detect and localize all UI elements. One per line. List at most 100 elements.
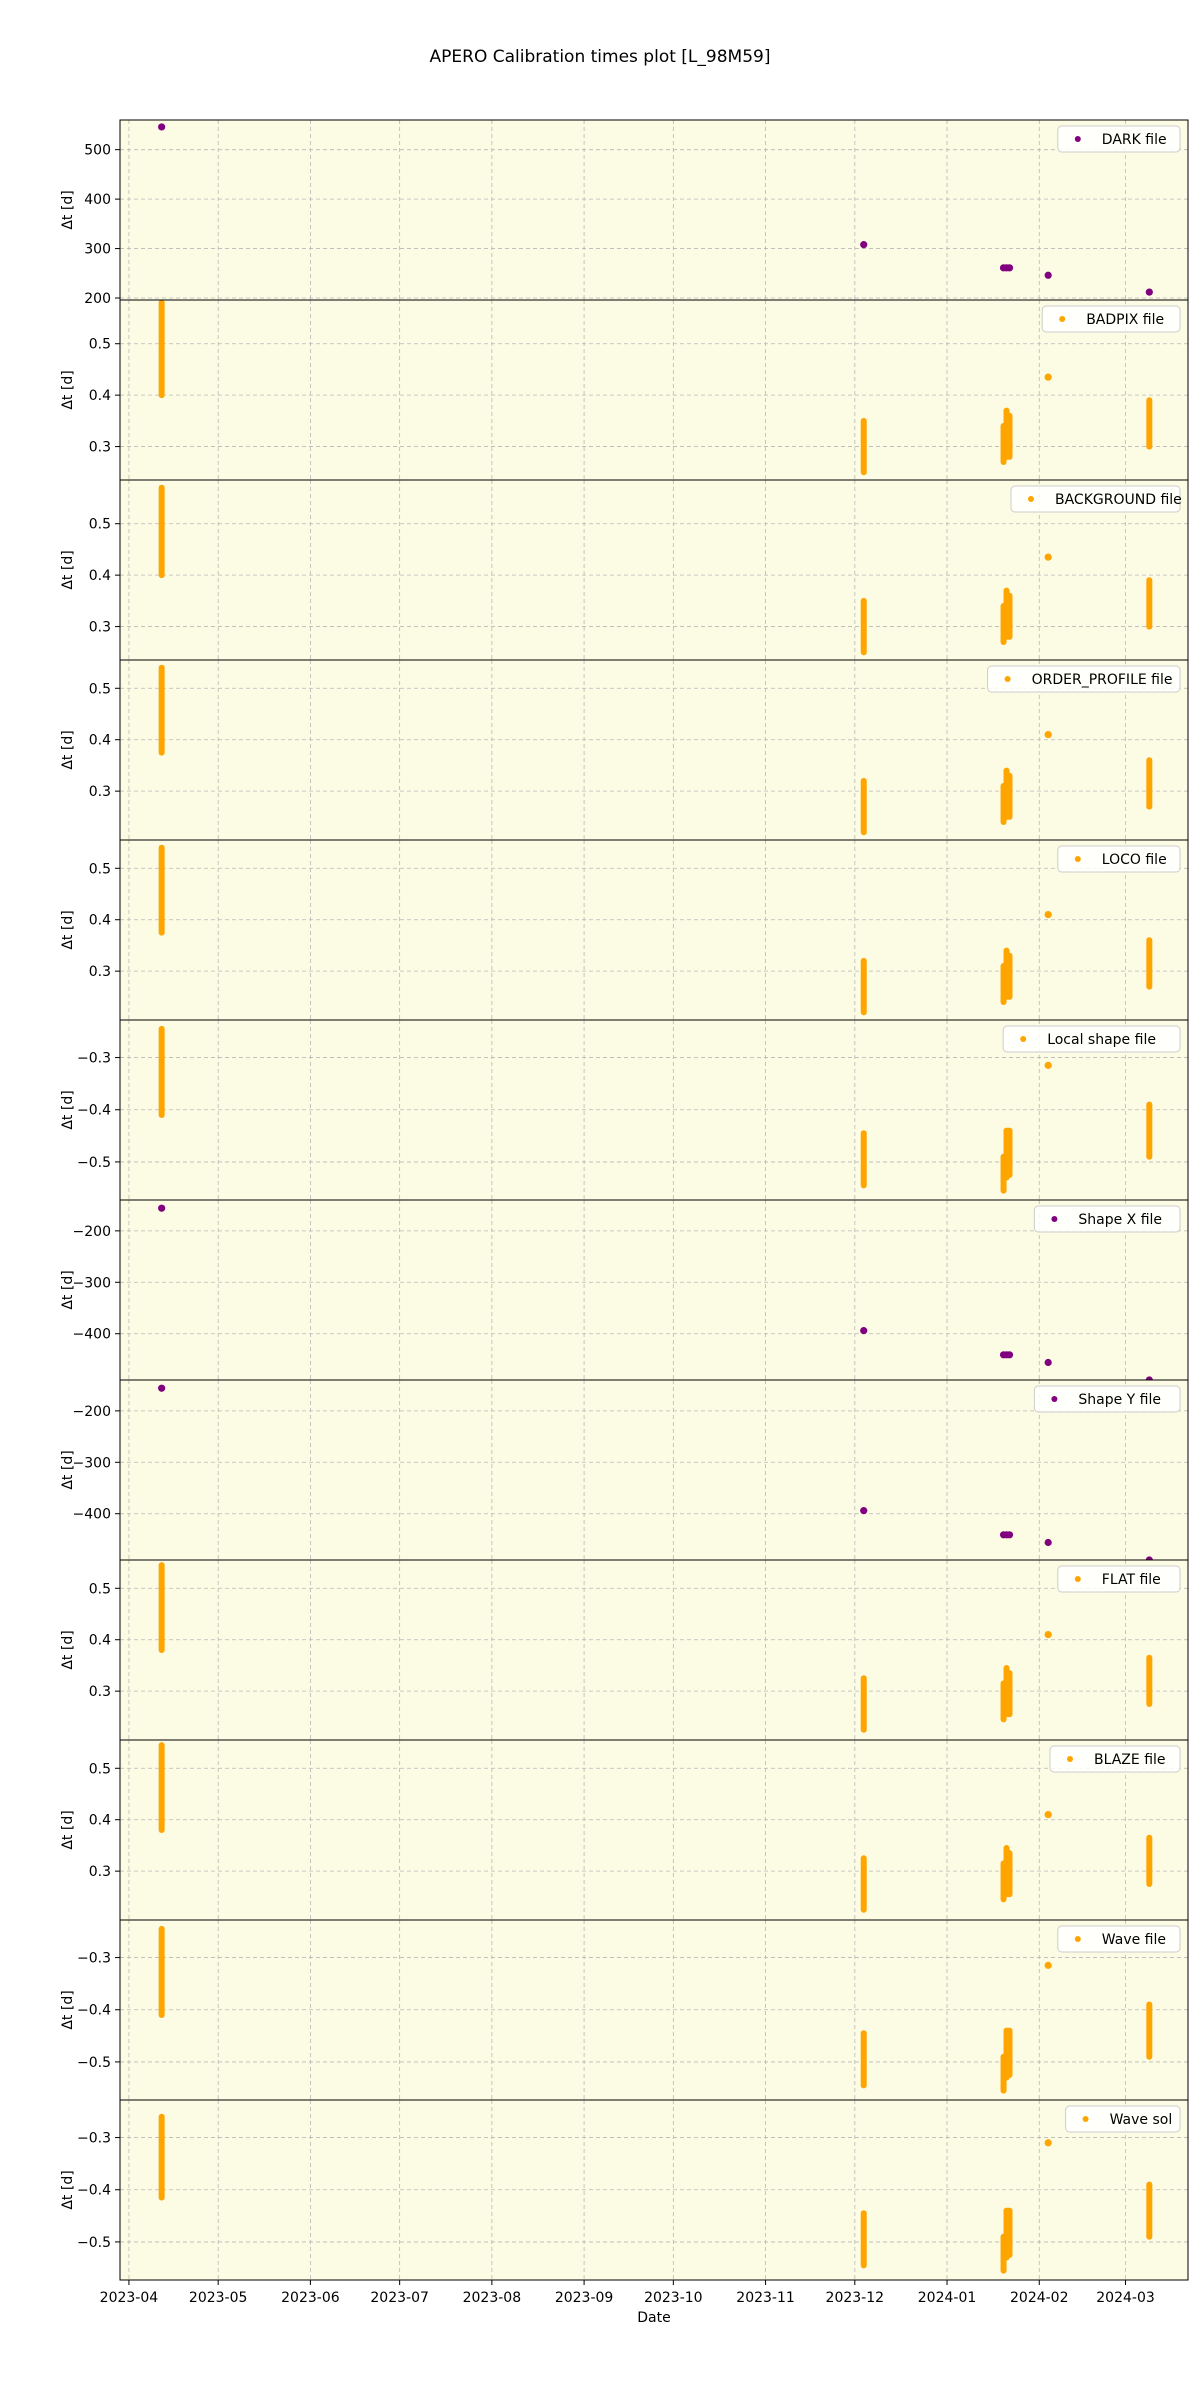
panel-0: 200 300 400 500 Δt [d] DARK file [60,119,1189,307]
y-tick-label: −0.3 [77,1951,111,1967]
data-point [158,1384,166,1392]
x-tick-label: 2023-07 [370,2290,429,2306]
y-tick-label: 0.4 [89,568,111,584]
x-tick-label: 2024-03 [1096,2290,1155,2306]
data-point [1044,1630,1052,1639]
y-tick-label: 0.4 [89,1633,111,1649]
legend-marker [1067,1756,1073,1762]
panel-background [120,300,1188,480]
data-point [1044,271,1052,279]
panel-9: 0.3 0.4 0.5 Δt [d] BLAZE file [60,1739,1189,1921]
y-tick-label: −300 [73,1455,111,1471]
x-tick-label: 2023-05 [189,2290,248,2306]
y-tick-label: −0.4 [77,2183,111,2199]
legend-label: DARK file [1102,132,1167,148]
y-axis-label: Δt [d] [60,190,76,229]
panel-background [120,120,1188,300]
data-point [1044,2139,1052,2147]
panel-background [120,1200,1188,1380]
y-tick-label: 0.5 [89,1581,111,1597]
y-tick-label: 0.5 [89,517,111,533]
panel-3: 0.3 0.4 0.5 Δt [d] ORDER_PROFILE file [60,659,1189,841]
panel-background [120,1560,1188,1740]
y-tick-label: 0.5 [89,337,111,353]
panel-10: −0.3 −0.4 −0.5 Δt [d] Wave file [60,1919,1189,2101]
data-point [860,1327,868,1335]
data-point [1044,1810,1052,1819]
x-tick-label: 2023-04 [100,2290,159,2306]
panel-frame [119,2099,1189,2281]
legend: Local shape file [1002,1025,1181,1053]
data-point [1005,264,1014,272]
y-tick-label: 0.5 [89,681,111,697]
y-tick-label: 0.3 [89,784,111,800]
y-axis-label: Δt [d] [60,1990,76,2029]
legend-marker [1004,676,1011,682]
x-tick-label: 2023-11 [736,2290,795,2306]
legend-box [1049,1745,1181,1773]
chart-title: APERO Calibration times plot [L_98M59] [430,47,771,67]
data-point [860,241,868,249]
panel-background [120,1740,1188,1920]
legend-label: ORDER_PROFILE file [1032,672,1173,688]
legend: Shape X file [1033,1205,1181,1233]
legend: DARK file [1057,125,1181,153]
y-axis-label: Δt [d] [60,910,76,949]
y-tick-label: −0.3 [77,1051,111,1067]
legend-label: FLAT file [1102,1572,1161,1588]
panel-background [120,840,1188,1020]
data-point [1044,910,1052,919]
y-tick-label: 0.5 [89,861,111,877]
legend-marker [1074,1936,1081,1942]
data-point [1044,1961,1052,1969]
legend: FLAT file [1057,1565,1181,1593]
y-axis-label: Δt [d] [60,550,76,589]
data-point [1145,288,1153,296]
legend-label: BLAZE file [1094,1752,1166,1768]
legend-box [1057,125,1181,153]
legend-box [1057,1565,1181,1593]
y-tick-label: −300 [73,1275,111,1291]
legend-label: Shape X file [1078,1212,1162,1228]
data-point [158,123,166,131]
y-tick-label: 0.4 [89,1813,111,1829]
x-tick-label: 2024-02 [1010,2290,1069,2306]
legend-box [1065,2105,1181,2133]
y-axis-label: Δt [d] [60,1270,76,1309]
x-tick-label: 2023-06 [281,2290,340,2306]
data-point [1044,373,1052,381]
legend-label: LOCO file [1102,852,1167,868]
panel-1: 0.3 0.4 0.5 Δt [d] BADPIX file [60,299,1189,481]
legend-label: Local shape file [1047,1032,1156,1048]
legend-marker [1028,496,1034,502]
legend: Wave file [1057,1925,1181,1953]
legend: BADPIX file [1041,305,1181,333]
y-tick-label: 0.4 [89,913,111,929]
y-tick-label: −0.3 [77,2131,111,2147]
legend-marker [1074,136,1081,142]
legend-marker [1082,2116,1089,2122]
y-tick-label: 400 [84,192,111,208]
legend-box [1033,1205,1181,1233]
y-axis-label: Δt [d] [60,730,76,769]
legend: BLAZE file [1049,1745,1181,1773]
y-tick-label: −0.5 [77,1155,111,1171]
panel-7: −200 −300 −400 Δt [d] Shape Y file [60,1379,1189,1564]
data-point [1044,1358,1052,1367]
legend-label: Wave sol [1110,2112,1173,2128]
x-tick-label: 2024-01 [918,2290,977,2306]
legend-box [1057,1925,1181,1953]
panel-6: −200 −300 −400 Δt [d] Shape X file [60,1199,1189,1384]
panel-2: 0.3 0.4 0.5 Δt [d] BACKGROUND file [60,479,1189,661]
legend-marker [1059,316,1066,322]
y-axis-label: Δt [d] [60,1810,76,1849]
y-tick-label: 0.3 [89,440,111,456]
y-tick-label: 500 [84,143,111,159]
legend-box [1057,845,1181,873]
panel-background [120,1380,1188,1560]
legend-marker [1051,1216,1058,1222]
y-tick-label: −400 [73,1507,111,1523]
legend: Shape Y file [1033,1385,1181,1413]
y-tick-label: 0.4 [89,733,111,749]
